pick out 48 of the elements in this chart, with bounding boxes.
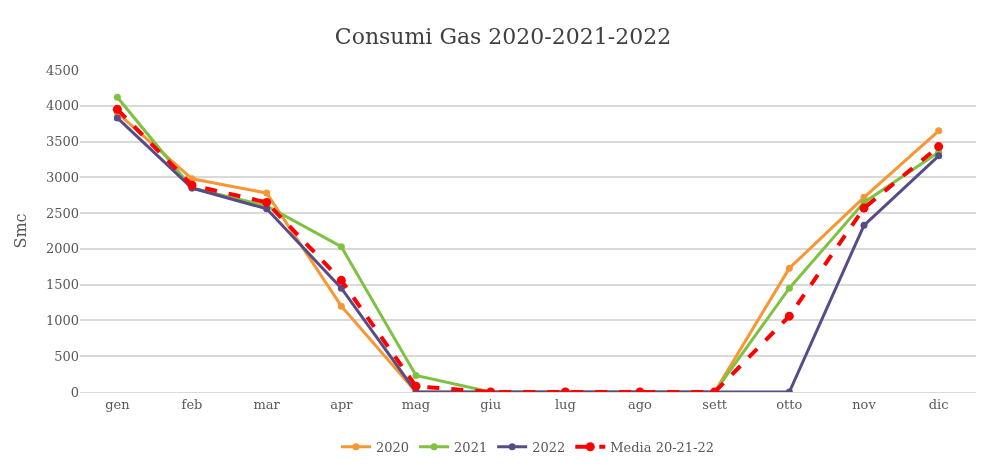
legend-label: 2021 — [454, 439, 488, 455]
x-tick-label: otto — [776, 396, 803, 412]
point — [411, 381, 421, 391]
x-tick-label: mag — [401, 396, 431, 412]
y-tick-label: 1000 — [45, 312, 79, 328]
y-tick-label: 4000 — [45, 98, 79, 114]
y-tick-label: 500 — [54, 348, 79, 364]
legend-label: Media 20-21-22 — [610, 439, 715, 455]
y-tick-label: 2000 — [45, 241, 79, 257]
point — [859, 203, 869, 213]
point — [337, 284, 345, 292]
point — [113, 93, 121, 101]
point — [785, 264, 793, 272]
point — [935, 127, 943, 135]
point — [262, 197, 272, 207]
legend-label: 2020 — [376, 439, 410, 455]
point — [934, 142, 944, 152]
x-tick-label: nov — [852, 396, 877, 412]
x-tick-label: dic — [928, 396, 949, 412]
x-tick-label: apr — [330, 396, 354, 412]
y-axis-title: Smc — [10, 213, 30, 249]
point — [860, 221, 868, 229]
legend-label: 2022 — [532, 439, 566, 455]
point — [935, 152, 943, 160]
point — [336, 275, 346, 285]
y-tick-label: 1500 — [45, 277, 79, 293]
point — [784, 311, 794, 321]
point — [263, 189, 271, 197]
y-tick-label: 3500 — [45, 134, 79, 150]
y-tick-label: 2500 — [45, 205, 79, 221]
x-tick-label: mar — [253, 396, 281, 412]
x-tick-label: ago — [628, 396, 653, 412]
x-tick-label: sett — [702, 396, 728, 412]
point — [187, 180, 197, 190]
x-tick-label: lug — [554, 396, 576, 412]
point — [785, 284, 793, 292]
point — [337, 302, 345, 310]
point — [412, 372, 420, 380]
x-tick-label: giu — [480, 396, 502, 412]
x-tick-label: feb — [181, 396, 203, 412]
x-tick-label: gen — [105, 396, 131, 412]
point — [113, 114, 121, 122]
y-tick-label: 4500 — [45, 62, 79, 78]
y-tick-label: 3000 — [45, 169, 79, 185]
point — [112, 104, 122, 114]
y-tick-label: 0 — [70, 384, 79, 400]
chart-title: Consumi Gas 2020-2021-2022 — [334, 23, 672, 49]
point — [337, 243, 345, 251]
